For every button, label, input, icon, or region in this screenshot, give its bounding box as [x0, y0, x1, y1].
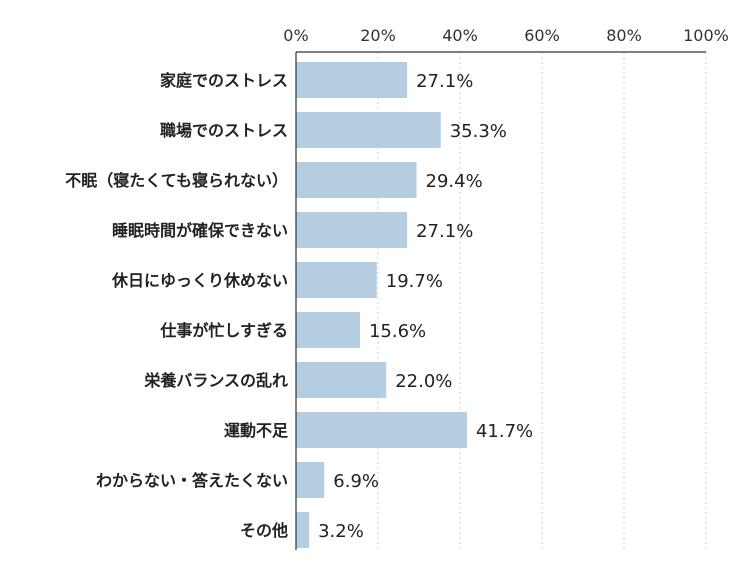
category-label: 運動不足 [224, 421, 289, 440]
x-tick-label: 80% [606, 26, 642, 45]
bar [296, 362, 387, 398]
value-label: 27.1% [416, 71, 473, 92]
bar [296, 512, 310, 548]
x-tick-label: 100% [683, 26, 729, 45]
value-label: 19.7% [386, 271, 443, 292]
category-label: 職場でのストレス [160, 121, 288, 140]
category-label: 休日にゆっくり休めない [111, 271, 288, 290]
x-axis-ticks: 0% 20% 40% 60% 80% 100% [283, 26, 729, 45]
category-label: 仕事が忙しすぎる [159, 321, 288, 340]
bar [296, 112, 441, 148]
bar [296, 62, 408, 98]
x-tick-label: 40% [442, 26, 478, 45]
category-label: 睡眠時間が確保できない [112, 221, 288, 240]
bar [296, 462, 325, 498]
value-label: 22.0% [395, 371, 452, 392]
category-label: 家庭でのストレス [160, 71, 288, 90]
value-label: 15.6% [369, 321, 426, 342]
bar [296, 312, 360, 348]
value-label: 29.4% [426, 171, 483, 192]
value-label: 27.1% [416, 221, 473, 242]
bar [296, 212, 408, 248]
bars [296, 62, 467, 548]
category-label: わからない・答えたくない [96, 471, 288, 490]
category-label: 栄養バランスの乱れ [143, 371, 288, 390]
category-label: 不眠（寝たくても寝られない） [65, 171, 288, 190]
bar [296, 412, 467, 448]
value-label: 41.7% [476, 421, 533, 442]
bar [296, 262, 377, 298]
category-label: その他 [240, 521, 288, 540]
value-labels: 27.1% 35.3% 29.4% 27.1% 19.7% 15.6% 22.0% 41.7%… [318, 71, 533, 542]
x-tick-label: 60% [524, 26, 560, 45]
x-tick-label: 0% [283, 26, 308, 45]
value-label: 6.9% [333, 471, 379, 492]
x-tick-label: 20% [360, 26, 396, 45]
gridlines [377, 52, 707, 550]
bar [296, 162, 417, 198]
value-label: 3.2% [318, 521, 364, 542]
value-label: 35.3% [450, 121, 507, 142]
